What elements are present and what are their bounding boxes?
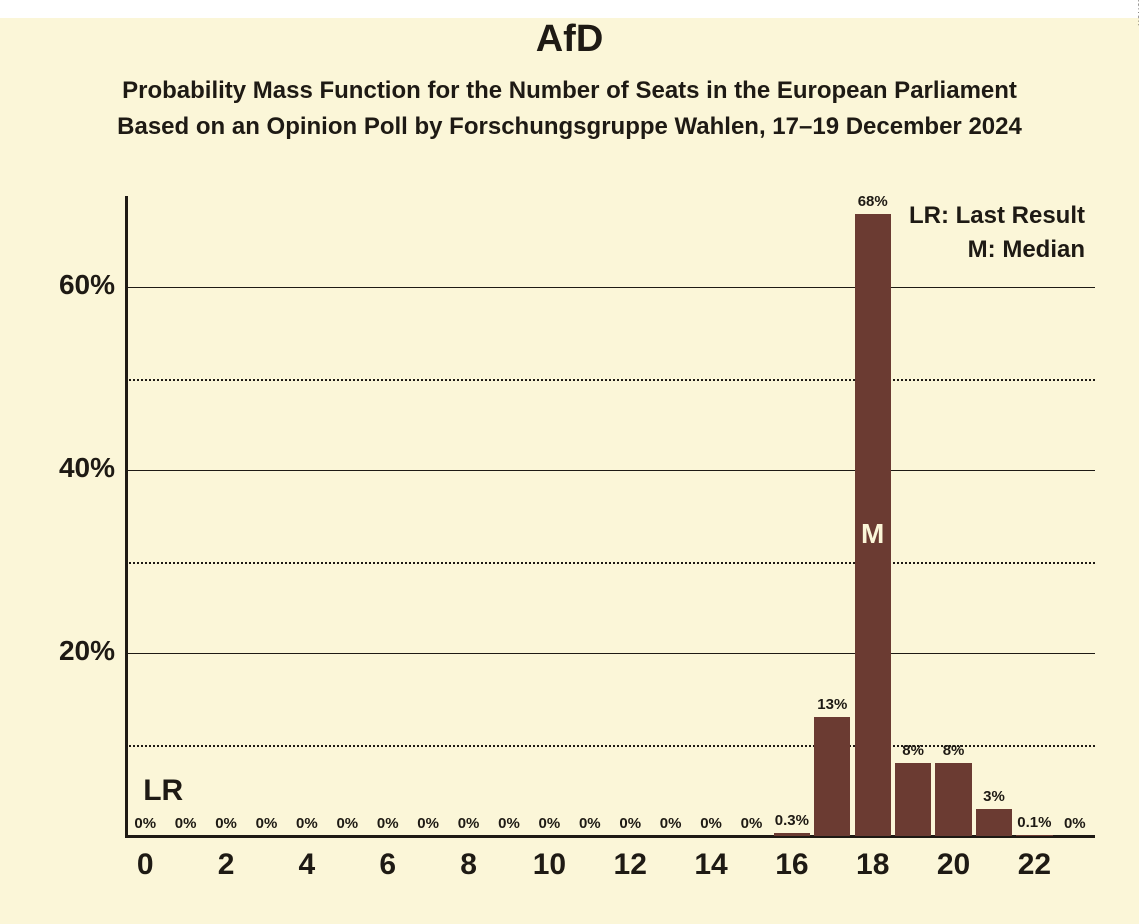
chart-page: © 2024 Filip van Laenen AfD Probability … bbox=[0, 18, 1139, 924]
plot-area: 20%40%60% LR: Last ResultM: Median0%0%0%… bbox=[40, 196, 1100, 896]
chart-subtitle-1: Probability Mass Function for the Number… bbox=[0, 77, 1139, 105]
y-tick-label: 20% bbox=[40, 635, 115, 667]
bar-value-label: 8% bbox=[929, 742, 979, 759]
legend-lr: LR: Last Result bbox=[909, 202, 1085, 230]
bar-value-label: 3% bbox=[969, 788, 1019, 805]
chart-subtitle-2: Based on an Opinion Poll by Forschungsgr… bbox=[0, 113, 1139, 141]
y-axis-line bbox=[125, 196, 128, 836]
y-tick-label: 40% bbox=[40, 452, 115, 484]
x-tick-label: 0 bbox=[115, 848, 175, 882]
bar bbox=[935, 763, 971, 836]
gridline-major bbox=[125, 287, 1095, 288]
x-tick-label: 12 bbox=[600, 848, 660, 882]
bar bbox=[895, 763, 931, 836]
plot-inner: LR: Last ResultM: Median0%0%0%0%0%0%0%0%… bbox=[125, 196, 1095, 836]
last-result-marker: LR bbox=[143, 774, 183, 808]
bar-value-label: 68% bbox=[848, 193, 898, 210]
x-tick-label: 2 bbox=[196, 848, 256, 882]
median-marker: M bbox=[855, 518, 891, 550]
x-tick-label: 10 bbox=[519, 848, 579, 882]
x-tick-label: 14 bbox=[681, 848, 741, 882]
x-tick-label: 4 bbox=[277, 848, 337, 882]
copyright-text: © 2024 Filip van Laenen bbox=[1135, 0, 1139, 26]
x-tick-label: 6 bbox=[358, 848, 418, 882]
bar bbox=[976, 809, 1012, 836]
y-tick-label: 60% bbox=[40, 269, 115, 301]
gridline-major bbox=[125, 653, 1095, 654]
legend-m: M: Median bbox=[968, 236, 1085, 264]
gridline-minor bbox=[125, 562, 1095, 564]
x-tick-label: 18 bbox=[843, 848, 903, 882]
bar bbox=[774, 833, 810, 836]
bar-value-label: 13% bbox=[807, 696, 857, 713]
bar-value-label: 0% bbox=[1050, 815, 1100, 832]
x-tick-label: 22 bbox=[1004, 848, 1064, 882]
x-tick-label: 20 bbox=[924, 848, 984, 882]
bar bbox=[1016, 835, 1052, 836]
x-tick-label: 8 bbox=[439, 848, 499, 882]
gridline-major bbox=[125, 470, 1095, 471]
bar bbox=[814, 717, 850, 836]
chart-title: AfD bbox=[0, 18, 1139, 61]
x-tick-label: 16 bbox=[762, 848, 822, 882]
bar-value-label: 0.3% bbox=[767, 812, 817, 829]
gridline-minor bbox=[125, 379, 1095, 381]
